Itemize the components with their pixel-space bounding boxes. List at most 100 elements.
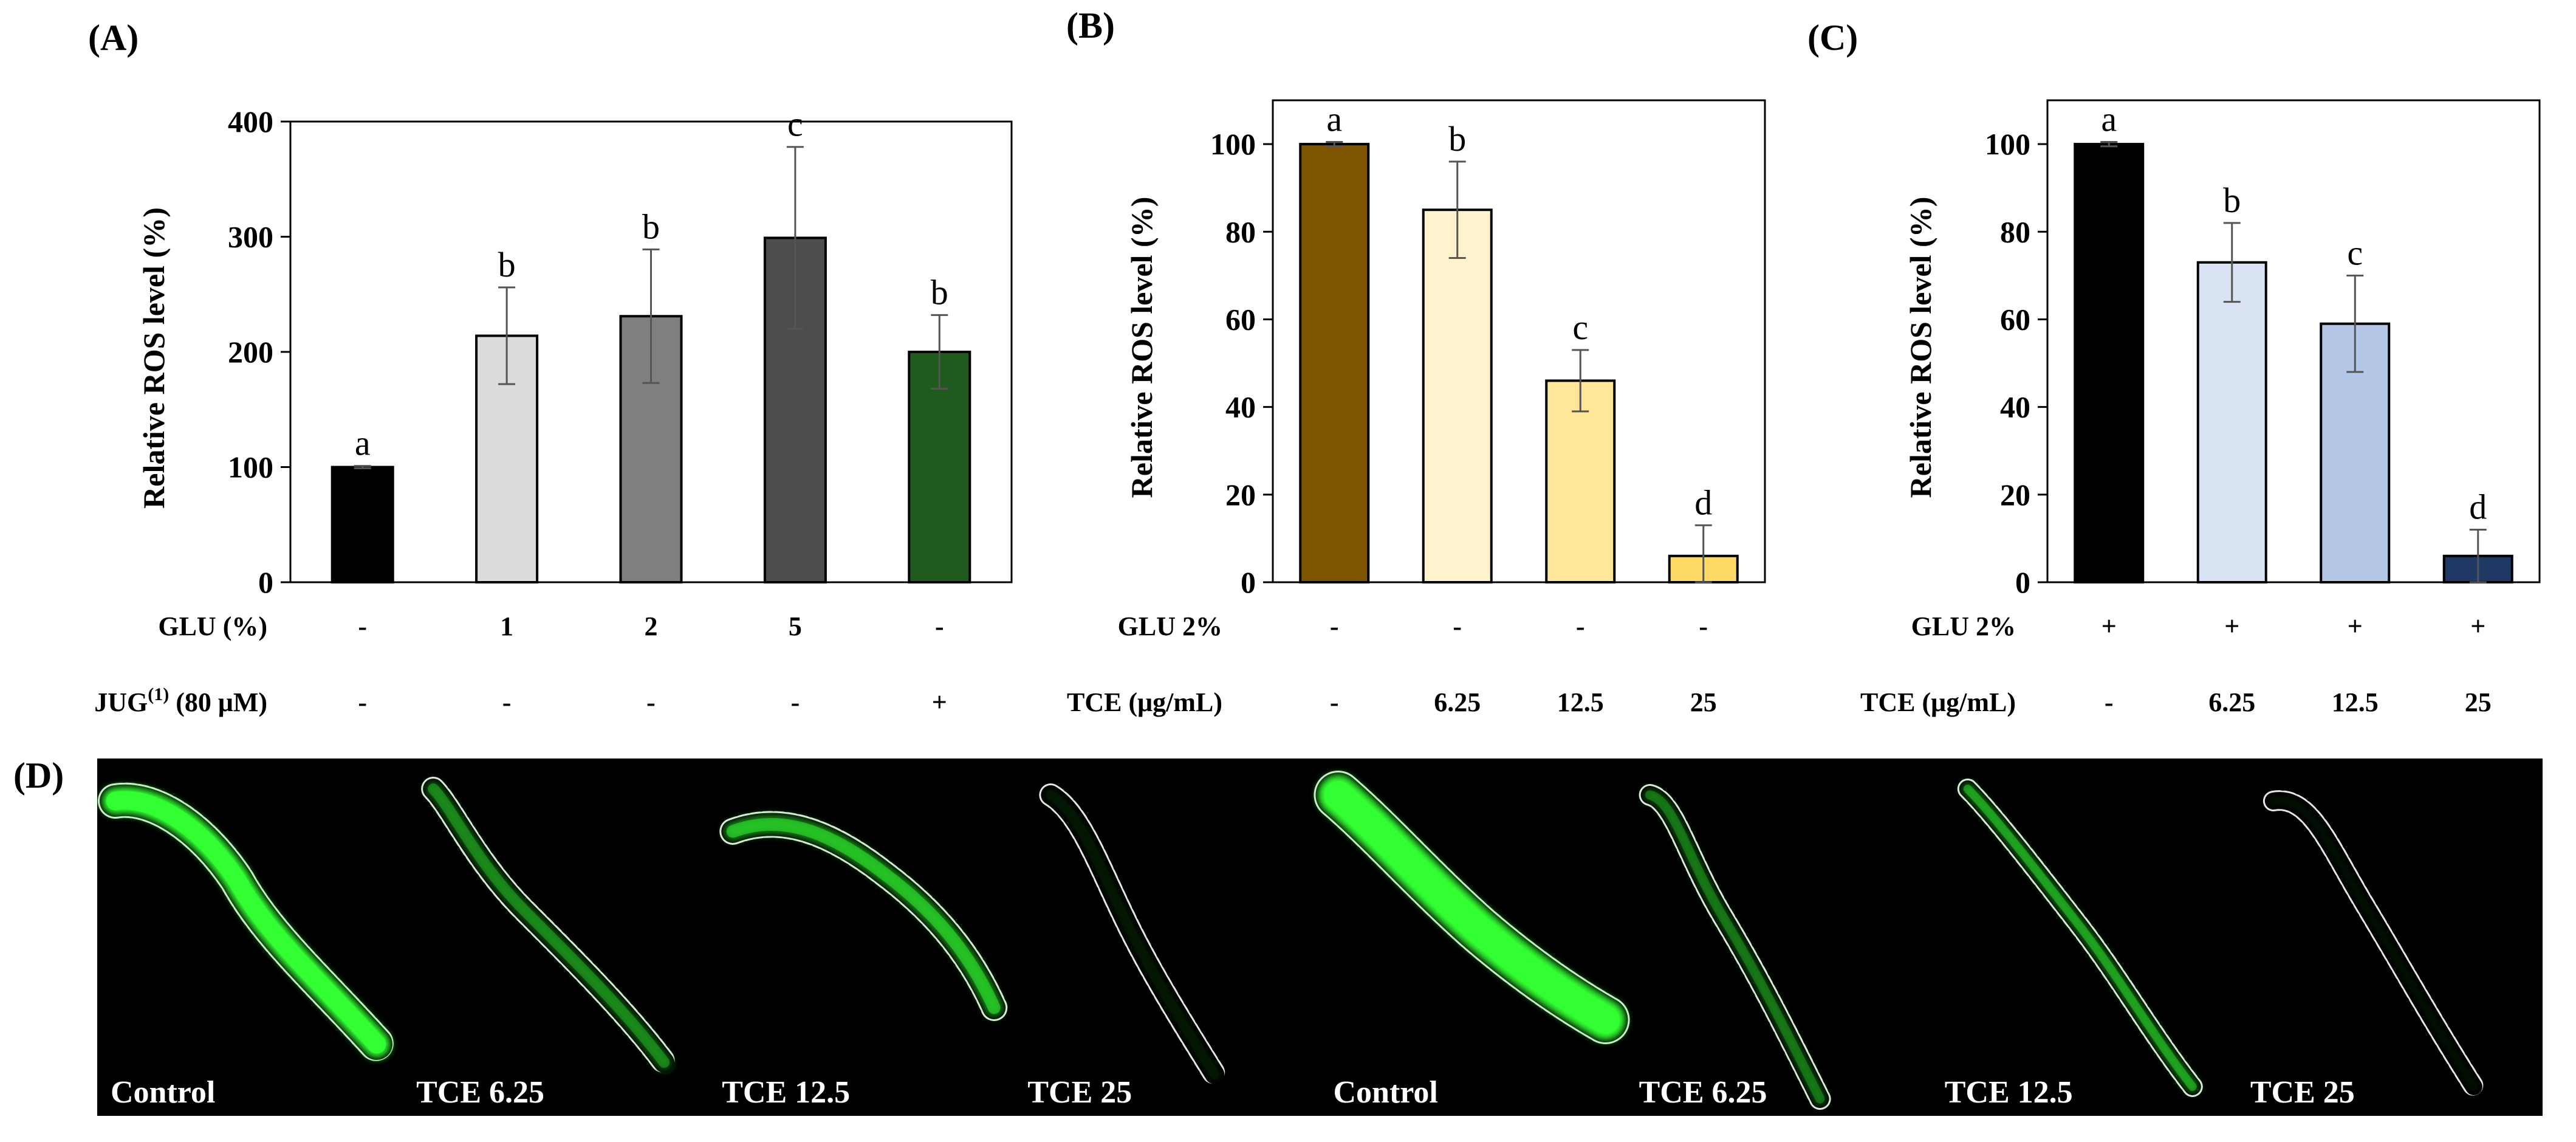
image-caption: Control [1334,1075,1438,1110]
condition-value: - [1330,611,1339,641]
worm-core [726,818,1001,1014]
significance-letter: b [931,272,948,312]
condition-value: 25 [2465,687,2492,717]
panel-label-d: (D) [13,755,64,796]
condition-value: - [1576,611,1585,641]
y-tick-label: 0 [2015,565,2030,599]
significance-letter: c [2347,233,2363,272]
significance-letter: a [2101,99,2117,139]
y-axis-title: Relative ROS level (%) [1125,197,1159,498]
worm-core [1324,780,1620,1034]
panel-label-a: (A) [88,18,139,58]
y-tick-label: 60 [2000,302,2030,336]
fluorescence-image: TCE 6.25 [1639,784,1831,1110]
condition-value: - [502,687,512,717]
y-tick-label: 400 [228,105,273,139]
bar [2196,261,2267,583]
y-tick-label: 40 [1225,390,1256,424]
worm-glow [1643,788,1827,1106]
panel-label-c: (C) [1807,18,1858,58]
y-tick-label: 100 [228,450,273,484]
fluorescence-image: TCE 12.5 [719,811,1008,1110]
y-tick-label: 100 [1985,127,2030,161]
bar [1422,208,1493,583]
y-tick-label: 100 [1210,127,1256,161]
condition-label: GLU (%) [158,611,267,641]
condition-label: GLU 2% [1911,611,2016,641]
significance-letter: b [1448,119,1466,159]
condition-value: 25 [1690,687,1717,717]
bar [331,466,394,583]
condition-value: 2 [645,611,658,641]
condition-value: - [791,687,800,717]
worm-core [1045,789,1220,1080]
bar [1299,143,1370,584]
fluorescence-image: TCE 25 [1027,783,1227,1110]
image-caption: TCE 12.5 [722,1075,850,1110]
panel-label-b: (B) [1066,5,1115,46]
condition-value: 6.25 [1434,687,1481,717]
y-axis-title: Relative ROS level (%) [137,207,171,509]
y-tick-label: 0 [258,565,273,599]
condition-value: - [935,611,944,641]
condition-value: - [358,687,367,717]
significance-letter: a [355,424,371,463]
condition-label: JUG(1) (80 μM) [94,684,267,717]
condition-value: - [646,687,656,717]
chart-c: 0 20 40 60 80 100 Relative ROS level (%) a b c d GL… [1860,99,2541,717]
image-caption: TCE 25 [1027,1075,1132,1110]
fluorescence-image: TCE 12.5 [1945,779,2203,1110]
condition-label: TCE (μg/mL) [1860,687,2016,717]
chart-a: 0 100 200 300 400 Relative ROS level (%) a b b c b… [94,105,1013,717]
condition-value: - [1330,687,1339,717]
y-tick-label: 40 [2000,390,2030,424]
condition-value: 1 [500,611,513,641]
condition-value: - [1699,611,1708,641]
fluorescence-image: Control [98,782,394,1110]
bar [1545,379,1616,584]
image-strip-background [97,758,2543,1116]
fluorescence-image-strip: Control TCE 6.25 TCE 12.5 TCE 25 Control TCE … [97,758,2543,1116]
image-caption: TCE 25 [2250,1075,2355,1110]
y-tick-label: 80 [1225,215,1256,249]
significance-letter: b [642,207,660,246]
bar [2074,143,2145,584]
image-caption: Control [111,1075,215,1110]
condition-value: + [932,687,947,717]
plot-frame-c [2046,99,2541,583]
worm-core [1645,790,1825,1104]
plot-frame-b [1272,99,1766,583]
condition-label-superscript: (1) [148,684,169,704]
image-caption: TCE 6.25 [1639,1075,1767,1110]
image-caption: TCE 12.5 [1945,1075,2073,1110]
condition-value: - [2105,687,2114,717]
y-tick-label: 80 [2000,215,2030,249]
bar [908,351,971,583]
condition-value: + [2224,611,2239,641]
worm-glow [1043,788,1222,1082]
worm-core [106,791,386,1054]
worm-core [1963,785,2197,1091]
significance-letter: c [1572,308,1588,347]
significance-letter: d [1694,483,1712,522]
fluorescence-image: TCE 6.25 [416,777,677,1110]
significance-letter: b [2223,181,2241,220]
significance-letter: b [498,245,516,284]
worm-glow [425,781,673,1070]
worm-outline-inner [2264,792,2482,1095]
y-tick-label: 200 [228,335,273,369]
worm-glow [1961,783,2199,1093]
condition-value: + [2102,611,2117,641]
chart-b: 0 20 40 60 80 100 Relative ROS level (%) a b c d GL… [1067,99,1766,717]
condition-value: + [2348,611,2363,641]
condition-value: 12.5 [1557,687,1604,717]
condition-value: + [2470,611,2485,641]
significance-letter: c [787,105,803,144]
y-tick-label: 20 [1225,478,1256,512]
y-tick-label: 60 [1225,302,1256,336]
fluorescence-image: TCE 25 [2250,790,2484,1110]
worm-core [428,783,670,1068]
y-tick-label: 0 [1241,565,1256,599]
y-axis-title: Relative ROS level (%) [1903,197,1937,498]
